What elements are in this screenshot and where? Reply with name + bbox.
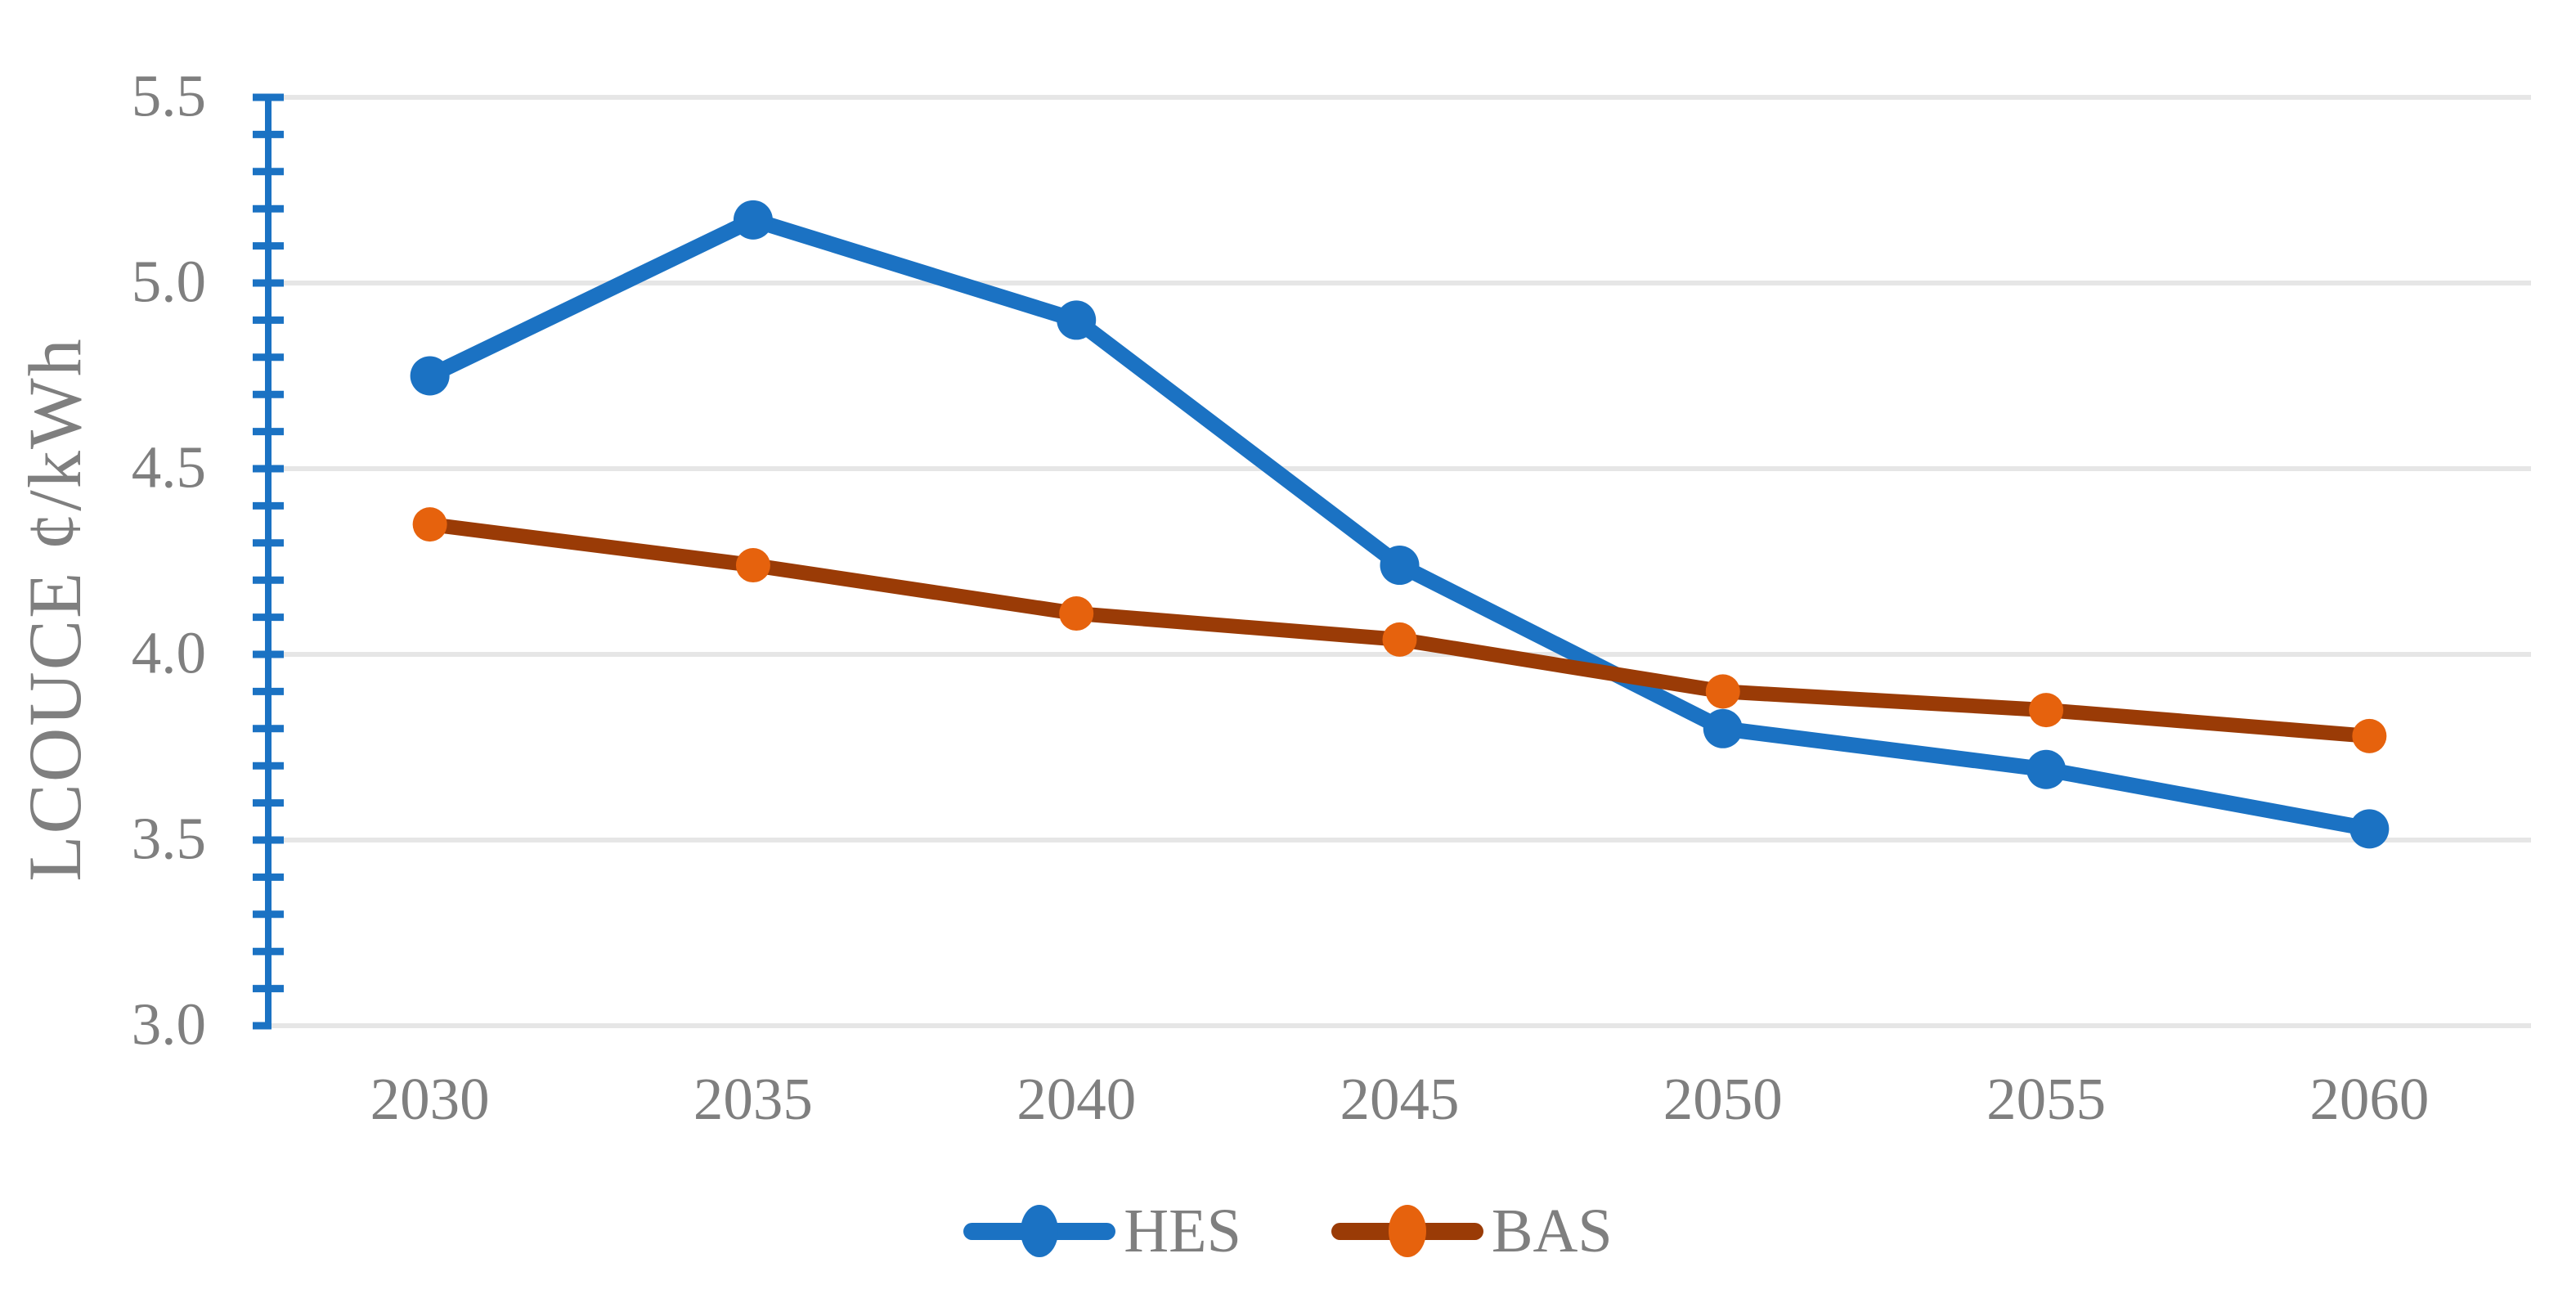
- data-point-bas: [412, 507, 447, 542]
- data-point-bas: [735, 548, 770, 583]
- data-point-hes: [733, 200, 773, 240]
- data-point-hes: [1380, 546, 1420, 586]
- legend-item-hes: HES: [963, 1196, 1241, 1267]
- y-tick-label: 4.0: [131, 619, 206, 686]
- legend-line-swatch: [1331, 1205, 1483, 1257]
- data-point-hes: [2026, 749, 2067, 789]
- y-tick-label: 3.0: [131, 991, 206, 1058]
- data-point-bas: [2352, 718, 2387, 753]
- data-point-hes: [410, 356, 450, 396]
- y-tick-label: 3.5: [131, 805, 206, 872]
- y-tick-label: 5.0: [131, 248, 206, 315]
- x-tick-label: 2030: [370, 1066, 490, 1132]
- x-tick-label: 2035: [693, 1066, 813, 1132]
- data-point-hes: [1057, 300, 1097, 340]
- y-tick-label: 4.5: [131, 434, 206, 501]
- legend-label: HES: [1124, 1196, 1241, 1265]
- legend-line-swatch: [963, 1205, 1116, 1257]
- data-point-bas: [2029, 693, 2064, 728]
- data-point-bas: [1382, 622, 1417, 657]
- x-tick-label: 2050: [1663, 1066, 1783, 1132]
- y-axis-title: LCOUCE ¢/kWh: [13, 337, 96, 882]
- y-tick-label: 5.5: [131, 62, 206, 129]
- legend-marker-icon: [1388, 1205, 1426, 1257]
- legend-marker-icon: [1021, 1205, 1059, 1257]
- x-tick-label: 2045: [1340, 1066, 1460, 1132]
- data-point-bas: [1705, 674, 1740, 709]
- data-point-hes: [2349, 809, 2390, 849]
- legend: HES BAS: [0, 1179, 2576, 1283]
- series-line-hes: [426, 212, 2372, 837]
- legend-item-bas: BAS: [1331, 1196, 1613, 1267]
- data-point-bas: [1059, 596, 1094, 631]
- data-point-hes: [1703, 708, 1743, 748]
- x-tick-label: 2040: [1016, 1066, 1137, 1132]
- legend-label: BAS: [1491, 1196, 1613, 1265]
- x-tick-label: 2055: [1986, 1066, 2107, 1132]
- x-tick-label: 2060: [2309, 1066, 2430, 1132]
